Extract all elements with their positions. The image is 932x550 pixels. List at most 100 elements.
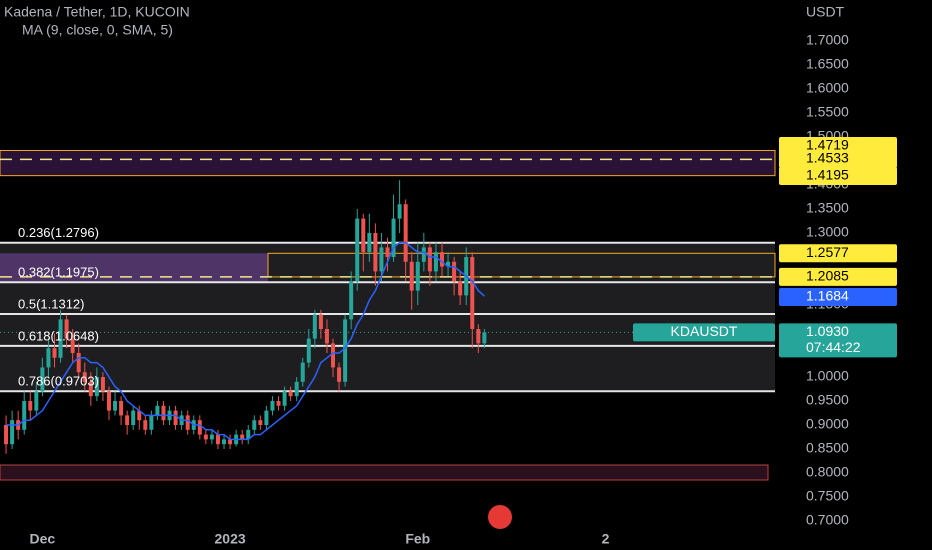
candle-body — [288, 391, 293, 397]
x-tick-label: 2 — [602, 531, 610, 547]
candle-body — [258, 420, 263, 425]
candle-body — [173, 410, 178, 425]
level-tag: 1.4533 — [806, 150, 849, 166]
event-icon[interactable] — [488, 505, 512, 529]
candle-body — [349, 281, 354, 320]
level-tag-box — [779, 167, 897, 185]
candle-body — [355, 218, 360, 281]
x-tick-label: Feb — [405, 531, 430, 547]
candle-body — [222, 439, 227, 445]
candle-body — [28, 401, 33, 411]
candle-body — [385, 247, 390, 257]
candle-body — [458, 281, 463, 296]
candle-body — [70, 338, 75, 353]
candle-body — [4, 425, 9, 445]
candle-body — [88, 381, 93, 397]
x-tick-label: Dec — [30, 531, 56, 547]
fib-label: 0.618(1.0648) — [18, 328, 99, 343]
candle-body — [10, 420, 15, 445]
candle-body — [337, 367, 342, 382]
fib-label: 0.236(1.2796) — [18, 225, 99, 240]
candle-body — [343, 319, 348, 382]
candle-body — [82, 372, 87, 382]
candle-body — [34, 391, 39, 411]
candle-body — [185, 415, 190, 430]
front-layer: 0.7000 0.7500 0.8000 0.8500 0.9000 0.9500 1.00… — [18, 32, 897, 547]
y-tick-label: 1.0000 — [806, 368, 849, 384]
y-tick-label: 1.3500 — [806, 200, 849, 216]
candle-body — [264, 410, 269, 425]
candle-body — [300, 362, 305, 382]
candle-body — [100, 377, 105, 392]
ma-tag: 1.1684 — [806, 288, 849, 304]
candle-body — [240, 434, 245, 440]
candle-body — [228, 439, 233, 445]
candle-body — [113, 401, 118, 411]
candle-body — [125, 415, 130, 425]
level-tag-box — [779, 150, 897, 168]
candle-body — [409, 261, 414, 291]
level-tag-box — [779, 244, 897, 263]
candle-body — [379, 247, 384, 272]
y-tick-label: 0.9000 — [806, 416, 849, 432]
ma-tag-box — [779, 288, 897, 306]
candle-body — [294, 381, 299, 397]
candle-body — [282, 391, 287, 406]
candle-body — [149, 415, 154, 430]
indicator-label: MA (9, close, 0, SMA, 5) — [22, 22, 173, 38]
candle-body — [433, 252, 438, 272]
level-tag: 1.4195 — [806, 167, 849, 183]
candle-body — [306, 338, 311, 363]
zone-upper — [0, 149, 776, 177]
ma-line — [6, 241, 485, 441]
y-tick-label: 0.7000 — [806, 512, 849, 528]
candle-body — [270, 401, 275, 411]
y-tick-label: 1.6000 — [806, 80, 849, 96]
candle-body — [209, 434, 214, 440]
symbol-tag: KDAUSDT — [671, 323, 738, 339]
y-tick-label: 1.6500 — [806, 56, 849, 72]
y-tick-label: 1.7000 — [806, 32, 849, 48]
countdown: 07:44:22 — [806, 339, 861, 355]
candle-body — [421, 247, 426, 262]
candle-body — [215, 434, 220, 445]
candle-body — [367, 233, 372, 253]
zone-bottom — [0, 464, 769, 481]
candle-body — [22, 401, 27, 430]
candle-body — [361, 218, 366, 253]
level-tag: 1.2085 — [806, 268, 849, 284]
candle-body — [318, 314, 323, 329]
last-price-tag: 1.0930 — [806, 323, 849, 339]
candle-body — [203, 434, 208, 440]
candle-body — [403, 204, 408, 262]
candle-body — [94, 377, 99, 397]
candle-body — [58, 319, 63, 358]
candle-body — [64, 319, 69, 339]
candle-body — [452, 261, 457, 281]
y-tick-label: 0.9500 — [806, 392, 849, 408]
y-tick-label: 1.5500 — [806, 104, 849, 120]
candle-body — [131, 410, 136, 425]
candle-body — [155, 405, 160, 416]
candle-body — [76, 353, 81, 373]
candle-body — [439, 252, 444, 267]
candle-body — [119, 401, 124, 416]
candle-body — [482, 332, 487, 344]
currency-label: USDT — [806, 4, 845, 20]
level-tag-box — [779, 267, 897, 286]
x-tick-label: 2023 — [215, 531, 246, 547]
candle-body — [246, 429, 251, 440]
y-tick-label: 0.8500 — [806, 440, 849, 456]
candle-body — [106, 391, 111, 411]
candle-body — [143, 420, 148, 430]
candle-body — [46, 348, 51, 368]
symbol-box — [633, 323, 775, 342]
candle-body — [427, 247, 432, 272]
y-tick-label: 0.7500 — [806, 488, 849, 504]
marks-layer — [4, 180, 487, 454]
candle-body — [415, 261, 420, 291]
candle-body — [373, 233, 378, 272]
candle-body — [470, 257, 475, 329]
y-tick-label: 0.8000 — [806, 464, 849, 480]
